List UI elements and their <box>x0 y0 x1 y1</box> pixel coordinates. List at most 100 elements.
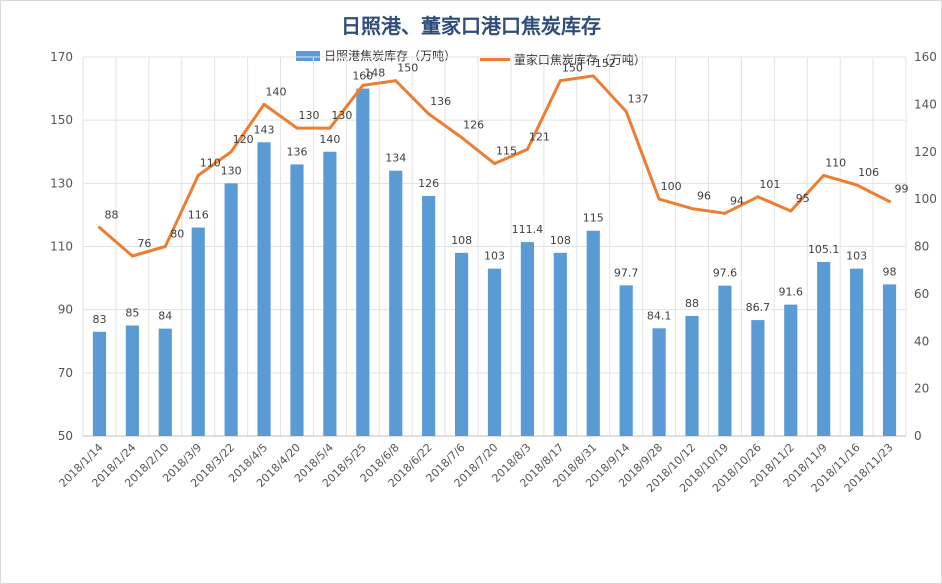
y-right-tick-label: 100 <box>914 192 937 206</box>
bar <box>751 320 765 436</box>
line-point <box>295 126 299 130</box>
bar <box>487 268 502 436</box>
bar <box>520 242 535 436</box>
bar-value-label: 160 <box>352 70 373 83</box>
bar <box>290 164 304 436</box>
line-value-label: 94 <box>730 194 744 207</box>
y-right-tick-label: 140 <box>914 97 937 111</box>
line-point <box>196 173 200 177</box>
legend-label-line: 董家口焦炭库存（万吨） <box>513 52 646 67</box>
line-value-label: 95 <box>796 192 810 205</box>
bar <box>191 227 205 436</box>
bar <box>323 151 337 436</box>
bar-value-label: 143 <box>254 123 275 136</box>
bar <box>125 325 139 436</box>
line-value-label: 110 <box>825 156 846 169</box>
bar <box>356 88 370 436</box>
bar-value-label: 105.1 <box>808 243 840 256</box>
line-value-label: 115 <box>496 145 517 158</box>
line-value-label: 140 <box>266 85 287 98</box>
legend-label-bars: 日照港焦炭库存（万吨） <box>324 49 457 63</box>
line-value-label: 80 <box>170 228 184 241</box>
bar-value-label: 126 <box>418 177 439 190</box>
bar-value-label: 130 <box>221 164 242 177</box>
bar-value-label: 136 <box>286 145 307 158</box>
bar-value-label: 97.7 <box>614 266 639 279</box>
legend: 日照港焦炭库存（万吨） 董家口焦炭库存（万吨） <box>0 47 942 68</box>
bar-value-label: 103 <box>846 250 867 263</box>
y-left-tick-label: 90 <box>58 303 73 317</box>
bar <box>652 328 666 436</box>
bar-value-label: 84.1 <box>647 309 672 322</box>
y-left-tick-label: 170 <box>50 50 73 64</box>
y-right-tick-label: 120 <box>914 145 937 159</box>
line-point <box>493 162 496 166</box>
line-point <box>394 79 398 83</box>
line-point <box>558 79 562 83</box>
line-value-label: 100 <box>661 180 682 193</box>
line-value-label: 152 <box>595 57 616 70</box>
line-value-label: 88 <box>104 209 118 222</box>
line-value-label: 121 <box>529 130 550 143</box>
line-point <box>328 126 332 130</box>
bar-value-label: 108 <box>451 234 472 247</box>
bar <box>685 315 699 436</box>
y-left-tick-label: 70 <box>58 366 73 380</box>
line-point <box>525 147 529 151</box>
chart-title: 日照港、董家口港口焦炭库存 <box>341 14 601 38</box>
line-point <box>229 150 233 154</box>
bar-value-label: 85 <box>125 306 139 319</box>
bar <box>619 285 633 436</box>
bar <box>850 268 864 436</box>
line-value-label: 120 <box>233 133 254 146</box>
line-value-label: 99 <box>895 182 909 195</box>
line-value-label: 137 <box>628 92 649 105</box>
bar <box>454 252 469 436</box>
bar-value-label: 115 <box>583 212 604 225</box>
line-point <box>361 83 365 87</box>
y-left-tick-label: 150 <box>50 113 73 127</box>
bar <box>389 170 403 436</box>
y-right-tick-label: 80 <box>914 240 929 254</box>
bar-value-label: 140 <box>319 133 340 146</box>
bar <box>586 230 600 436</box>
bar-value-label: 84 <box>158 310 172 323</box>
y-right-tick-label: 160 <box>914 50 937 64</box>
bar <box>92 331 107 436</box>
line-value-label: 136 <box>430 95 451 108</box>
bar <box>784 304 798 436</box>
bar <box>553 252 567 436</box>
bar-value-label: 116 <box>188 209 209 222</box>
line-value-label: 150 <box>397 62 418 75</box>
legend-entry-line: 董家口焦炭库存（万吨） <box>479 51 646 68</box>
line-point <box>789 209 793 213</box>
bar <box>718 285 732 436</box>
line-point <box>624 109 628 113</box>
line-point <box>822 173 826 177</box>
bar-value-label: 108 <box>550 234 571 247</box>
line-value-label: 130 <box>298 109 319 122</box>
bar-value-label: 83 <box>92 313 106 326</box>
bar <box>257 142 271 436</box>
line-point <box>888 199 892 203</box>
bar-value-label: 98 <box>883 265 897 278</box>
bar-value-label: 103 <box>484 250 505 263</box>
line-value-label: 96 <box>697 190 711 203</box>
line-value-label: 106 <box>858 166 879 179</box>
bar-value-label: 134 <box>385 152 406 165</box>
line-point <box>460 136 464 140</box>
y-right-tick-label: 20 <box>914 382 929 396</box>
line-point <box>855 183 859 187</box>
line-point <box>723 211 727 215</box>
line-point <box>97 226 101 230</box>
y-left-tick-label: 50 <box>58 429 73 443</box>
bar <box>158 328 172 436</box>
bar-value-label: 88 <box>685 297 699 310</box>
line-point <box>427 112 431 116</box>
line-point <box>163 245 167 248</box>
y-left-tick-label: 130 <box>50 176 73 190</box>
line-value-label: 130 <box>331 109 352 122</box>
y-right-tick-label: 0 <box>914 429 922 443</box>
